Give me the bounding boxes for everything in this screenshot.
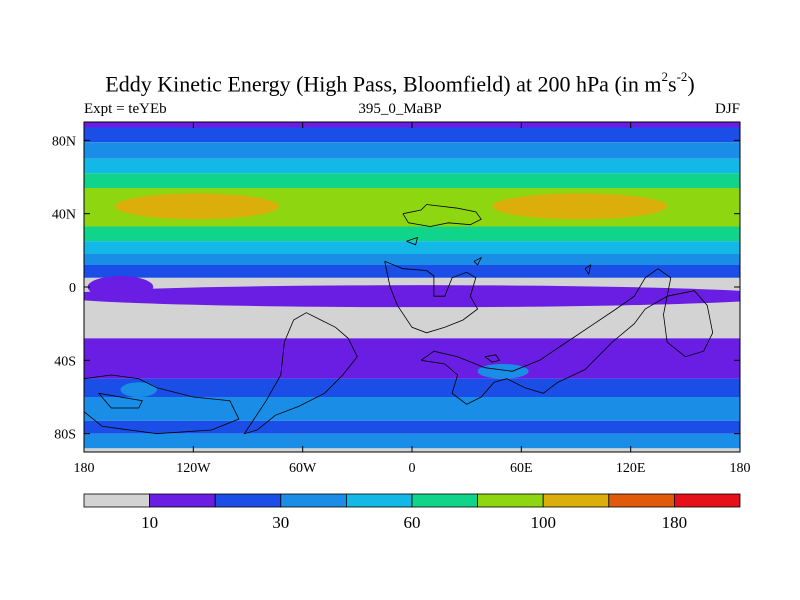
colorbar-swatch-0 (83, 493, 150, 508)
colorbar-label-4: 180 (662, 513, 688, 532)
x-tick-label-3: 0 (409, 461, 416, 476)
colorbar-label-3: 100 (530, 513, 556, 532)
colorbar-swatch-8 (608, 493, 675, 508)
contour-band-6 (84, 226, 740, 242)
contour-band-8 (84, 254, 740, 265)
contour-region-3 (87, 276, 154, 298)
x-tick-label-0: 180 (74, 461, 95, 476)
y-tick-label-4: 80S (54, 428, 76, 443)
colorbar-swatch-4 (345, 493, 413, 508)
x-tick-label-6: 180 (730, 461, 751, 476)
colorbar-label-2: 60 (404, 513, 421, 532)
colorbar-label-0: 10 (141, 513, 158, 532)
y-tick-label-0: 80N (52, 134, 76, 149)
contour-region-0 (114, 193, 279, 220)
contour-band-15 (84, 433, 740, 449)
coastline-8 (406, 236, 419, 246)
y-tick-label-2: 0 (69, 281, 76, 296)
contour-bands-layer (84, 122, 740, 452)
colorbar-swatch-9 (674, 493, 741, 508)
contour-band-1 (84, 127, 740, 143)
coastline-7 (484, 354, 501, 363)
colorbar-swatch-6 (477, 493, 544, 508)
coastline-6 (98, 392, 143, 409)
colorbar-label-1: 30 (272, 513, 289, 532)
coastline-10 (584, 264, 592, 276)
colorbar-swatch-3 (280, 493, 347, 508)
coastline-9 (473, 256, 483, 266)
contour-band-9 (84, 265, 740, 278)
contour-band-4 (84, 173, 740, 188)
coastline-0 (402, 204, 482, 227)
contour-region-1 (492, 193, 668, 220)
colorbar: 10 30 60 100 180 (83, 493, 741, 532)
coastline-5 (84, 374, 240, 435)
subtitle-center: 395_0_MaBP (358, 101, 442, 117)
y-tick-label-1: 40N (52, 208, 76, 223)
subtitle-right: DJF (714, 101, 740, 117)
colorbar-swatch-7 (542, 493, 610, 508)
contour-band-11 (84, 338, 740, 379)
contour-band-13 (84, 397, 740, 421)
x-tick-label-2: 60W (289, 461, 317, 476)
coastline-1 (384, 260, 479, 334)
x-tick-label-4: 60E (510, 461, 533, 476)
colorbar-swatch-2 (214, 493, 282, 508)
contour-band-12 (84, 378, 740, 397)
coastline-layer (84, 204, 714, 435)
colorbar-swatch-5 (411, 493, 478, 508)
colorbar-swatch-1 (149, 493, 216, 508)
subtitle-left: Expt = teYEb (84, 101, 167, 117)
x-tick-label-5: 120E (616, 461, 646, 476)
chart-title: Eddy Kinetic Energy (High Pass, Bloomfie… (105, 69, 695, 97)
coastline-4 (663, 290, 714, 358)
y-tick-label-3: 40S (54, 354, 76, 369)
contour-band-14 (84, 420, 740, 434)
axis-ticks-layer: 180 120W 60W 0 60E 120E 180 80N 40N 0 40S 80S (52, 122, 751, 476)
x-tick-label-1: 120W (176, 461, 211, 476)
contour-region-2 (84, 285, 740, 308)
contour-region-4 (477, 364, 529, 379)
coastline-3 (420, 268, 672, 405)
contour-band-2 (84, 142, 740, 159)
contour-region-5 (120, 382, 157, 397)
contour-regions-layer (84, 193, 740, 397)
contour-band-3 (84, 158, 740, 174)
coastline-2 (243, 312, 358, 435)
contour-band-7 (84, 241, 740, 254)
